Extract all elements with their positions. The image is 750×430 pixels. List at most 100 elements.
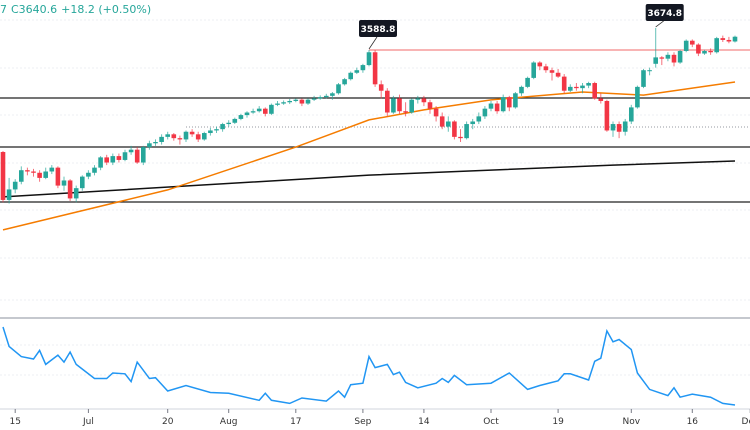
sma-slow-line — [2, 160, 736, 198]
candle-down — [452, 121, 457, 137]
candle-down — [25, 170, 30, 172]
candle-up — [366, 52, 372, 66]
candle-up — [324, 95, 329, 98]
x-tick-label: 17 — [290, 417, 301, 427]
candle-down — [537, 62, 543, 67]
candle-up — [732, 36, 738, 42]
candle-down — [31, 171, 36, 173]
x-tick-label: Oct — [483, 417, 499, 427]
candle-down — [574, 86, 579, 89]
candle-up — [61, 180, 67, 186]
candle-down — [659, 57, 665, 59]
candle-up — [73, 188, 79, 199]
x-tick-label: Jul — [82, 417, 94, 427]
candle-down — [171, 134, 177, 139]
candle-down — [458, 136, 463, 139]
candle-up — [653, 57, 658, 64]
callout-box — [359, 20, 397, 37]
candle-up — [360, 65, 366, 71]
candle-up — [580, 85, 585, 89]
candle-up — [293, 99, 299, 101]
candle-up — [647, 70, 652, 72]
candle-up — [80, 176, 85, 189]
x-tick-label: 14 — [418, 417, 430, 427]
candle-up — [476, 116, 482, 122]
candle-down — [494, 103, 500, 112]
candle-up — [49, 167, 55, 172]
candle-down — [592, 83, 597, 99]
candle-up — [330, 93, 335, 96]
candle-up — [183, 131, 189, 140]
candle-up — [238, 115, 244, 119]
candle-up — [348, 72, 353, 80]
candle-up — [275, 103, 280, 105]
candle-up — [208, 130, 213, 134]
x-tick-label: Aug — [220, 417, 238, 427]
candle-down — [385, 90, 390, 113]
callout-pointer — [655, 20, 664, 28]
candle-up — [342, 79, 347, 85]
candle-up — [232, 118, 238, 123]
candle-up — [19, 170, 24, 182]
candle-down — [439, 116, 445, 127]
candle-up — [482, 108, 488, 117]
candle-down — [708, 50, 713, 53]
candle-up — [128, 149, 134, 153]
candle-down — [543, 66, 549, 71]
candle-up — [702, 50, 707, 54]
candle-down — [37, 172, 42, 178]
candle-up — [665, 54, 671, 59]
candle-up — [92, 167, 97, 173]
candle-up — [12, 181, 18, 190]
callout-label: 3674.8 — [647, 9, 682, 19]
candle-up — [269, 104, 274, 114]
candle-up — [415, 98, 421, 100]
candle-down — [195, 134, 201, 140]
x-tick-label: 15 — [9, 417, 20, 427]
candle-down — [421, 98, 427, 103]
candle-up — [677, 50, 683, 63]
callout-label: 3588.8 — [361, 25, 396, 35]
candle-up — [391, 98, 396, 113]
candle-down — [696, 44, 701, 54]
candle-up — [336, 84, 341, 94]
legend-prefix: 7 — [0, 3, 7, 16]
candle-up — [214, 129, 219, 131]
candle-down — [0, 152, 6, 200]
candle-up — [519, 86, 524, 94]
candle-up — [525, 77, 530, 87]
candle-up — [635, 86, 640, 108]
candle-down — [104, 157, 109, 163]
candle-down — [507, 97, 512, 108]
candle-up — [244, 112, 250, 116]
candle-up — [147, 143, 152, 148]
candle-down — [134, 149, 140, 163]
callout-box — [645, 3, 684, 21]
x-tick-label: Sep — [354, 417, 371, 427]
candle-up — [714, 38, 719, 53]
candle-up — [464, 124, 469, 139]
candle-up — [354, 70, 360, 73]
candle-down — [690, 40, 695, 45]
candle-up — [6, 189, 12, 200]
candle-up — [250, 111, 256, 113]
x-tick-label: 19 — [552, 417, 564, 427]
candle-up — [311, 98, 317, 100]
x-tick-label: 20 — [162, 417, 174, 427]
candle-down — [720, 38, 726, 40]
candle-down — [433, 108, 439, 117]
candle-up — [153, 142, 158, 144]
candle-down — [177, 138, 183, 140]
candle-up — [220, 124, 225, 130]
candle-down — [604, 100, 610, 131]
callout-pointer — [368, 36, 378, 50]
candle-down — [598, 98, 604, 101]
candle-down — [671, 54, 677, 63]
x-tick-label: Nov — [623, 417, 641, 427]
x-tick-label: 16 — [687, 417, 699, 427]
candle-up — [470, 121, 475, 125]
candle-up — [43, 171, 48, 178]
candle-up — [500, 97, 506, 112]
candle-up — [98, 157, 103, 168]
